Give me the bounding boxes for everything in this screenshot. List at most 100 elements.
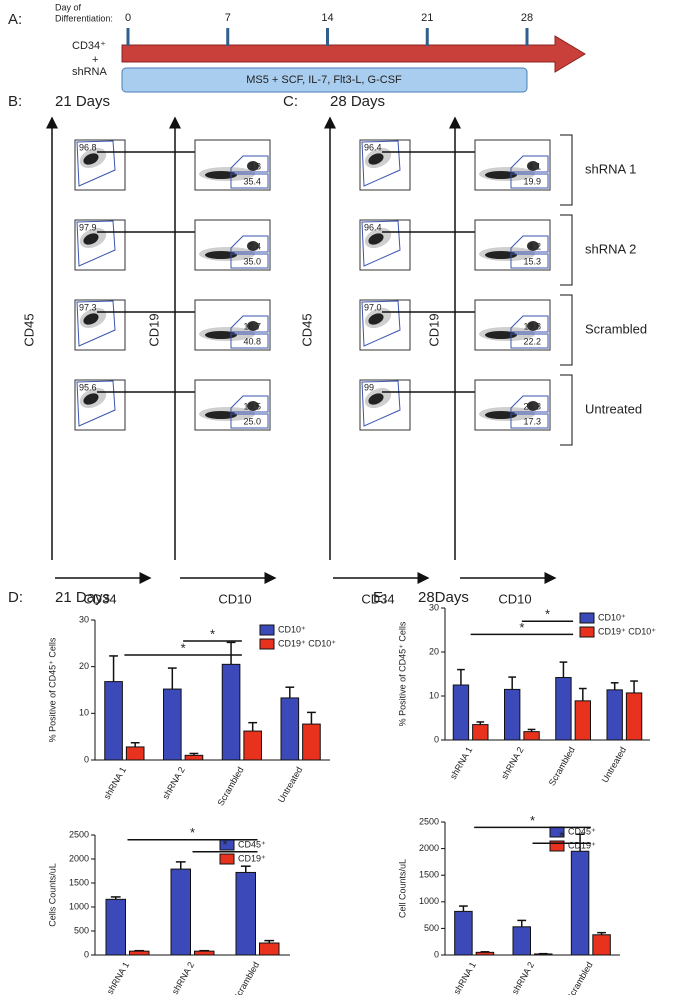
panel-label: E: [373,589,387,606]
day-label: 14 [321,12,333,24]
panel-title: 28Days [418,589,469,606]
legend-label: CD19⁺ CD10⁺ [598,626,656,636]
gate-value: 99 [364,382,374,392]
legend-swatch [579,612,595,624]
significance-label: * [190,825,195,840]
gate-value: 4.1 [528,161,541,171]
row-label: Scrambled [585,321,647,336]
gate-value: 16.7 [243,321,261,331]
y-tick-label: 20 [79,661,89,671]
density [205,331,237,339]
gate-value: 97.0 [364,302,382,312]
y-tick-label: 0 [84,949,89,959]
legend-swatch [219,853,235,865]
heading: Day of [55,2,82,12]
gate-value: 19.5 [243,401,261,411]
input: CD34⁺ [72,40,106,52]
red-arrow [121,35,586,73]
bar [129,950,150,956]
gate [230,253,269,269]
y-axis-label: % Positive of CD45⁺ Cells [47,637,57,742]
density [485,171,517,179]
bar [163,688,182,761]
gate-value: 19.9 [523,176,541,186]
x-tick-label: Untreated [276,765,304,804]
axis-label: CD45 [299,313,314,346]
bar [280,697,300,761]
density [527,321,539,331]
significance-label: * [210,626,215,641]
gate-value: 3.8 [248,161,261,171]
axis-label: CD19 [146,313,161,346]
panel-label: B: [8,93,22,110]
panel-title: 28 Days [330,93,385,110]
density [205,411,237,419]
bracket [560,214,573,286]
bar [504,688,521,741]
gate-value: 35.4 [243,176,261,186]
y-tick-label: 10 [429,690,439,700]
density [83,233,99,245]
x-tick-label: Scrambled [547,745,577,787]
gate [230,235,269,253]
bar [259,942,280,956]
density [368,393,384,405]
density [247,241,259,251]
density [485,251,517,259]
y-axis-label: Cells Counts/uL [47,863,57,927]
axis-label: CD19 [426,313,441,346]
gate [361,140,401,187]
density [247,401,259,411]
y-axis-label: % Positive of CD45⁺ Cells [397,621,407,726]
gate-value: 17.3 [523,416,541,426]
row-label: shRNA 2 [585,241,636,256]
axis-label: CD45 [21,313,36,346]
panel-title: 21 Days [55,589,110,606]
x-tick-label: Scrambled [231,960,261,995]
gate-value: 96.4 [364,142,382,152]
significance-label: * [222,837,227,852]
density [205,251,237,259]
gate [230,315,269,333]
bar [243,730,262,761]
significance-label: * [545,607,550,622]
bar [221,663,241,761]
gate-value: 40.8 [243,336,261,346]
legend-label: CD19⁺ [238,853,266,863]
gate-value: 26.3 [523,401,541,411]
legend-swatch [549,840,565,852]
density [527,241,539,251]
density [485,411,517,419]
panel-label: C: [283,93,298,110]
gate [510,395,549,413]
x-tick-label: shRNA 2 [160,765,186,801]
gate-value: 95.6 [79,382,97,392]
axis-label: CD10 [218,591,251,606]
significance-label: * [181,640,186,655]
gate-value: 97.9 [79,222,97,232]
bar [194,950,215,956]
bar [452,684,470,741]
y-tick-label: 0 [434,949,439,959]
y-tick-label: 2500 [419,816,439,826]
bar [606,689,623,741]
x-tick-label: Untreated [600,745,628,784]
significance-label: * [519,620,524,635]
input: + [92,54,98,66]
gate-value: 15.3 [523,256,541,266]
bar [472,724,489,741]
gate [76,140,116,187]
x-tick-label: shRNA 1 [102,765,128,801]
gate [510,253,549,269]
y-tick-label: 2000 [419,843,439,853]
gate-value: 4.2 [528,241,541,251]
legend-swatch [259,624,275,636]
gate [230,395,269,413]
x-tick-label: shRNA 1 [105,960,131,995]
y-tick-label: 1500 [419,870,439,880]
day-label: 7 [225,12,231,24]
row-label: Untreated [585,401,642,416]
gate-value: 96.4 [364,222,382,232]
axis-label: CD34 [83,591,116,606]
